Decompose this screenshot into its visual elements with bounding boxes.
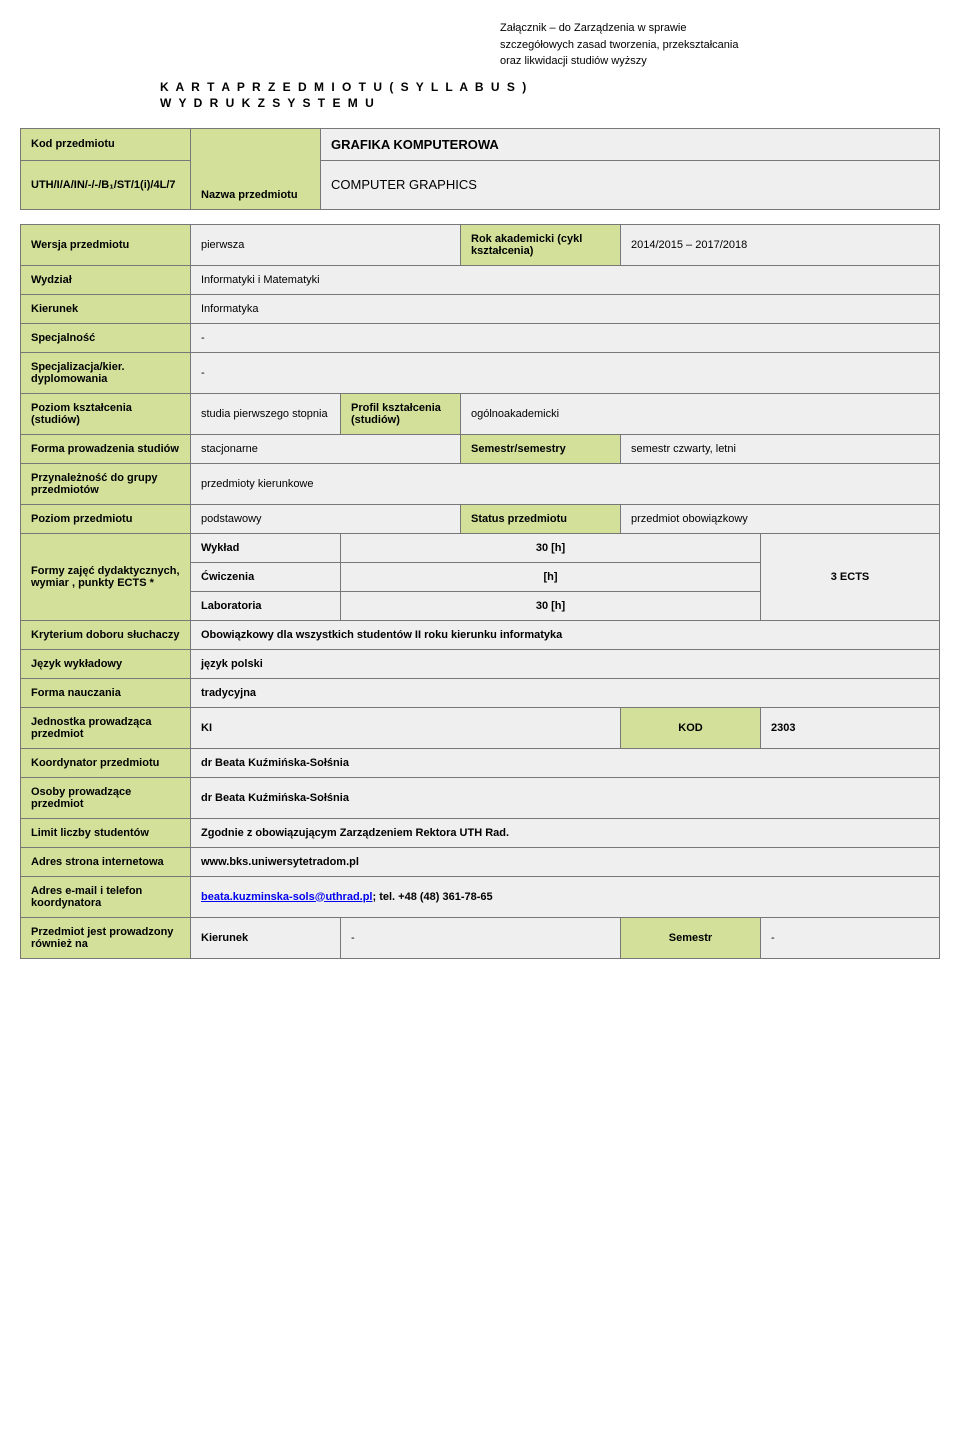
specjalizacja-label: Specjalizacja/kier. dyplomowania (21, 352, 191, 393)
adres-strona-value: www.bks.uniwersytetradom.pl (191, 847, 940, 876)
details-table: Wersja przedmiotu pierwsza Rok akademick… (20, 224, 940, 959)
semestr-label: Semestr/semestry (461, 434, 621, 463)
wersja-label: Wersja przedmiotu (21, 224, 191, 265)
poziom-ksztalcenia-label: Poziom kształcenia (studiów) (21, 393, 191, 434)
wyklad-label: Wykład (191, 533, 341, 562)
przynaleznosc-value: przedmioty kierunkowe (191, 463, 940, 504)
limit-value: Zgodnie z obowiązującym Zarządzeniem Rek… (191, 818, 940, 847)
specjalnosc-value: - (191, 323, 940, 352)
cwiczenia-value: [h] (341, 562, 761, 591)
koordynator-value: dr Beata Kuźmińska-Sołśnia (191, 748, 940, 777)
semestr-value: semestr czwarty, letni (621, 434, 940, 463)
ects-value: 3 ECTS (761, 533, 940, 620)
forma-nauczania-value: tradycyjna (191, 678, 940, 707)
rok-label: Rok akademicki (cykl kształcenia) (461, 224, 621, 265)
computer-graphics-value: COMPUTER GRAPHICS (321, 160, 940, 209)
jezyk-value: język polski (191, 649, 940, 678)
header-line1: Załącznik – do Zarządzenia w sprawie (500, 22, 686, 34)
laboratoria-value: 30 [h] (341, 591, 761, 620)
kod-przedmiotu-label: Kod przedmiotu (21, 128, 191, 160)
kryterium-value: Obowiązkowy dla wszystkich studentów II … (191, 620, 940, 649)
prow-kierunek-label: Kierunek (191, 917, 341, 958)
cwiczenia-label: Ćwiczenia (191, 562, 341, 591)
kod-value: 2303 (761, 707, 940, 748)
poziom-ksztalcenia-value: studia pierwszego stopnia (191, 393, 341, 434)
forma-nauczania-label: Forma nauczania (21, 678, 191, 707)
status-label: Status przedmiotu (461, 504, 621, 533)
poziom-przedmiotu-value: podstawowy (191, 504, 461, 533)
wersja-value: pierwsza (191, 224, 461, 265)
prowadzony-rowniez-label: Przedmiot jest prowadzony również na (21, 917, 191, 958)
profil-label: Profil kształcenia (studiów) (341, 393, 461, 434)
attachment-header: Załącznik – do Zarządzenia w sprawie szc… (500, 20, 940, 70)
nazwa-przedmiotu-label: Nazwa przedmiotu (191, 128, 321, 209)
kod-przedmiotu-value: UTH/I/A/IN/-/-/B₁/ST/1(i)/4L/7 (21, 160, 191, 209)
formy-zajec-label: Formy zajęć dydaktycznych, wymiar , punk… (21, 533, 191, 620)
prow-semestr-label: Semestr (621, 917, 761, 958)
forma-prow-label: Forma prowadzenia studiów (21, 434, 191, 463)
prow-kierunek-value: - (341, 917, 621, 958)
email-cell: beata.kuzminska-sols@uthrad.pl; tel. +48… (191, 876, 940, 917)
profil-value: ogólnoakademicki (461, 393, 940, 434)
limit-label: Limit liczby studentów (21, 818, 191, 847)
kierunek-value: Informatyka (191, 294, 940, 323)
document-title: K A R T A P R Z E D M I O T U ( S Y L L … (160, 80, 940, 110)
grafika-value: GRAFIKA KOMPUTEROWA (321, 128, 940, 160)
laboratoria-label: Laboratoria (191, 591, 341, 620)
header-line3: oraz likwidacji studiów wyższy (500, 55, 647, 67)
subject-header-table: Kod przedmiotu Nazwa przedmiotu GRAFIKA … (20, 128, 940, 210)
rok-value: 2014/2015 – 2017/2018 (621, 224, 940, 265)
email-label: Adres e-mail i telefon koordynatora (21, 876, 191, 917)
title-line1: K A R T A P R Z E D M I O T U ( S Y L L … (160, 80, 940, 94)
osoby-prowadzace-value: dr Beata Kuźmińska-Sołśnia (191, 777, 940, 818)
specjalnosc-label: Specjalność (21, 323, 191, 352)
kod-label: KOD (621, 707, 761, 748)
title-line2: W Y D R U K Z S Y S T E M U (160, 96, 940, 110)
kryterium-label: Kryterium doboru słuchaczy (21, 620, 191, 649)
wydzial-value: Informatyki i Matematyki (191, 265, 940, 294)
adres-strona-label: Adres strona internetowa (21, 847, 191, 876)
email-rest: ; tel. +48 (48) 361-78-65 (373, 891, 493, 903)
jednostka-label: Jednostka prowadząca przedmiot (21, 707, 191, 748)
email-link[interactable]: beata.kuzminska-sols@uthrad.pl (201, 891, 373, 903)
forma-prow-value: stacjonarne (191, 434, 461, 463)
jezyk-label: Język wykładowy (21, 649, 191, 678)
poziom-przedmiotu-label: Poziom przedmiotu (21, 504, 191, 533)
jednostka-value: KI (191, 707, 621, 748)
kierunek-label: Kierunek (21, 294, 191, 323)
status-value: przedmiot obowiązkowy (621, 504, 940, 533)
specjalizacja-value: - (191, 352, 940, 393)
wyklad-value: 30 [h] (341, 533, 761, 562)
wydzial-label: Wydział (21, 265, 191, 294)
przynaleznosc-label: Przynależność do grupy przedmiotów (21, 463, 191, 504)
osoby-prowadzace-label: Osoby prowadzące przedmiot (21, 777, 191, 818)
koordynator-label: Koordynator przedmiotu (21, 748, 191, 777)
header-line2: szczegółowych zasad tworzenia, przekszta… (500, 39, 738, 51)
prow-semestr-value: - (761, 917, 940, 958)
